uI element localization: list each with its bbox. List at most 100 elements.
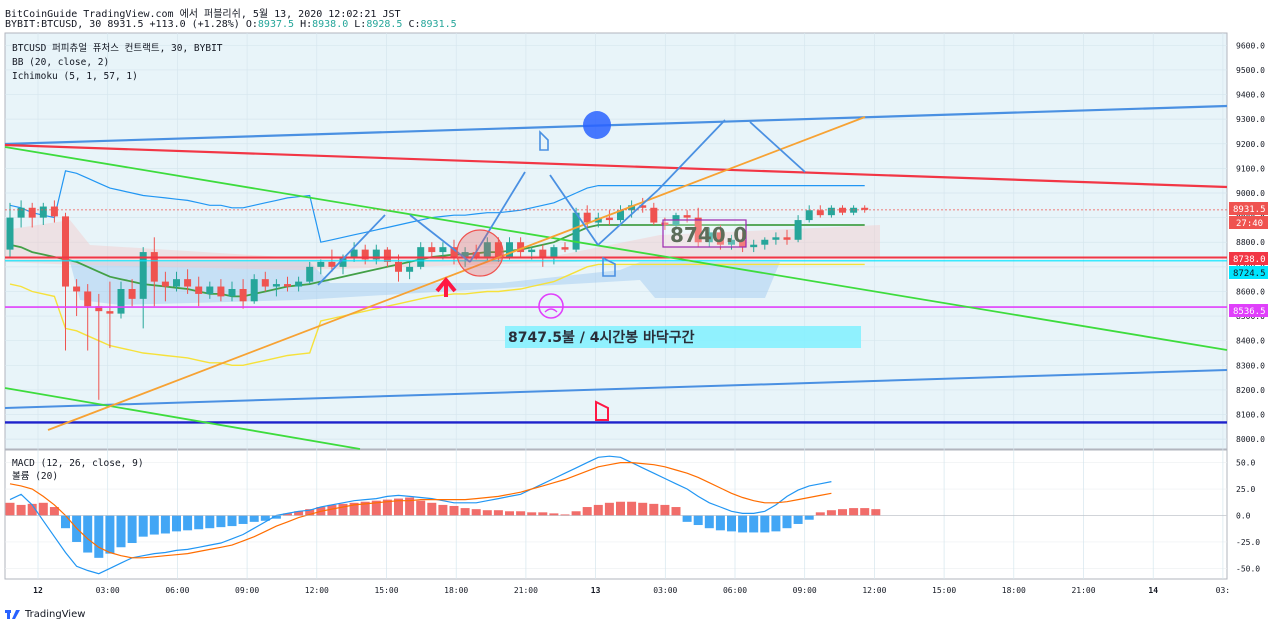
candle-body bbox=[150, 252, 158, 282]
pointing-hand-icon bbox=[602, 256, 616, 277]
macd-histogram-bar bbox=[860, 508, 870, 516]
macd-tick-label: 0.0 bbox=[1236, 512, 1251, 521]
macd-histogram-bar bbox=[405, 497, 415, 516]
macd-histogram-bar bbox=[804, 515, 814, 520]
highlight-circle bbox=[456, 229, 504, 277]
close-value: 8931.5 bbox=[420, 19, 457, 30]
bollinger-bands bbox=[9, 170, 865, 366]
candle-body bbox=[461, 252, 469, 257]
macd-histogram-bar bbox=[493, 510, 503, 516]
hand-drawn-arrow bbox=[549, 174, 599, 246]
low-label: L: bbox=[354, 19, 367, 30]
drawings-group bbox=[4, 104, 1228, 450]
candle-body bbox=[339, 257, 347, 267]
candle-body bbox=[6, 217, 14, 250]
macd-histogram-bar bbox=[549, 513, 559, 516]
macd-histogram-bar bbox=[505, 511, 514, 516]
candle-body bbox=[528, 249, 536, 253]
candle-body bbox=[650, 207, 658, 223]
macd-histogram-bar bbox=[305, 509, 315, 516]
open-label: O: bbox=[245, 19, 258, 30]
countdown-badge-text: 27:40 bbox=[1236, 219, 1263, 229]
candle-body bbox=[195, 286, 203, 294]
candle-body bbox=[161, 281, 169, 287]
candle-body bbox=[350, 249, 358, 257]
hand-drawn-arrow bbox=[409, 214, 471, 263]
candle-body bbox=[472, 252, 480, 257]
macd-histogram-bar bbox=[149, 515, 159, 535]
macd-histogram-bar bbox=[749, 515, 759, 533]
candles-group bbox=[6, 197, 869, 400]
macd-histogram-bar bbox=[427, 502, 437, 516]
cat-icon bbox=[583, 111, 611, 139]
cyan-line-badge-text: 8724.5 bbox=[1233, 269, 1266, 279]
magenta-line-badge-text: 8536.5 bbox=[1233, 307, 1266, 317]
macd-histogram-bar bbox=[49, 507, 59, 516]
legend-ichimoku: Ichimoku (5, 1, 57, 1) bbox=[12, 71, 138, 82]
macd-histogram-bar bbox=[260, 515, 270, 521]
time-tick-label: 15:00 bbox=[374, 586, 398, 595]
macd-histogram-bar bbox=[249, 515, 259, 522]
tradingview-footer[interactable]: TradingView bbox=[5, 608, 85, 620]
macd-histogram-bar bbox=[216, 515, 226, 528]
candle-body bbox=[517, 242, 525, 253]
macd-histogram-bar bbox=[582, 507, 592, 516]
green-trendline-1 bbox=[4, 146, 1228, 351]
macd-histogram-bar bbox=[660, 504, 670, 516]
macd-histogram-bar bbox=[5, 502, 15, 516]
candle-body bbox=[184, 279, 192, 287]
time-tick-label: 12:00 bbox=[305, 586, 329, 595]
price-overlay-label: 8740.0 bbox=[670, 223, 747, 247]
bb-lower-line bbox=[9, 263, 865, 366]
macd-histogram-bar bbox=[338, 503, 348, 516]
macd-histogram-bar bbox=[271, 515, 281, 519]
candle-body bbox=[217, 286, 225, 297]
macd-histogram-bar bbox=[604, 502, 614, 516]
candle-body bbox=[694, 217, 702, 243]
candle-body bbox=[494, 242, 502, 257]
candle-body bbox=[550, 247, 558, 257]
open-value: 8937.5 bbox=[257, 19, 295, 30]
macd-histogram-bar bbox=[715, 515, 725, 531]
candle-body bbox=[128, 289, 136, 299]
candle-body bbox=[173, 279, 180, 287]
candle-body bbox=[317, 261, 325, 267]
macd-group bbox=[5, 455, 1227, 575]
macd-histogram-bar bbox=[627, 501, 637, 516]
price-pane[interactable] bbox=[4, 32, 1228, 450]
candle-body bbox=[628, 205, 636, 211]
candle-body bbox=[62, 216, 69, 287]
close-label: C: bbox=[408, 19, 421, 30]
macd-histogram-bar bbox=[94, 515, 104, 558]
pointing-hand-icon-red bbox=[595, 400, 609, 421]
macd-histogram-bar bbox=[238, 515, 248, 524]
macd-histogram-bar bbox=[460, 508, 470, 516]
time-tick-label: 14 bbox=[1148, 586, 1158, 595]
candle-body bbox=[228, 289, 236, 297]
time-tick-label: 18:00 bbox=[444, 586, 468, 595]
upper-channel-line bbox=[4, 104, 1228, 146]
candle-body bbox=[361, 249, 369, 260]
macd-histogram-bar bbox=[527, 512, 537, 516]
bottom-zone-label: 8747.5불 / 4시간봉 바닥구간 bbox=[508, 329, 695, 346]
candle-body bbox=[794, 220, 802, 240]
time-tick-label: 21:00 bbox=[1071, 586, 1095, 595]
last-price-badge-text: 8931.5 bbox=[1233, 205, 1266, 215]
candle-body bbox=[206, 286, 214, 294]
candle-body bbox=[395, 261, 402, 272]
candle-body bbox=[661, 222, 669, 225]
macd-histogram-bar bbox=[771, 515, 781, 532]
macd-line bbox=[9, 455, 832, 575]
time-tick-label: 13 bbox=[591, 586, 601, 595]
resistance-trendline bbox=[4, 143, 1228, 189]
macd-histogram-bar bbox=[16, 504, 26, 516]
candle-body bbox=[861, 207, 869, 210]
macd-histogram-bar bbox=[349, 502, 359, 516]
candle-body bbox=[239, 289, 247, 302]
macd-histogram-bar bbox=[849, 508, 859, 516]
macd-histogram-bar bbox=[793, 515, 803, 524]
time-tick-label: 06:00 bbox=[723, 586, 747, 595]
macd-histogram-bar bbox=[172, 515, 181, 532]
candle-body bbox=[450, 247, 458, 257]
